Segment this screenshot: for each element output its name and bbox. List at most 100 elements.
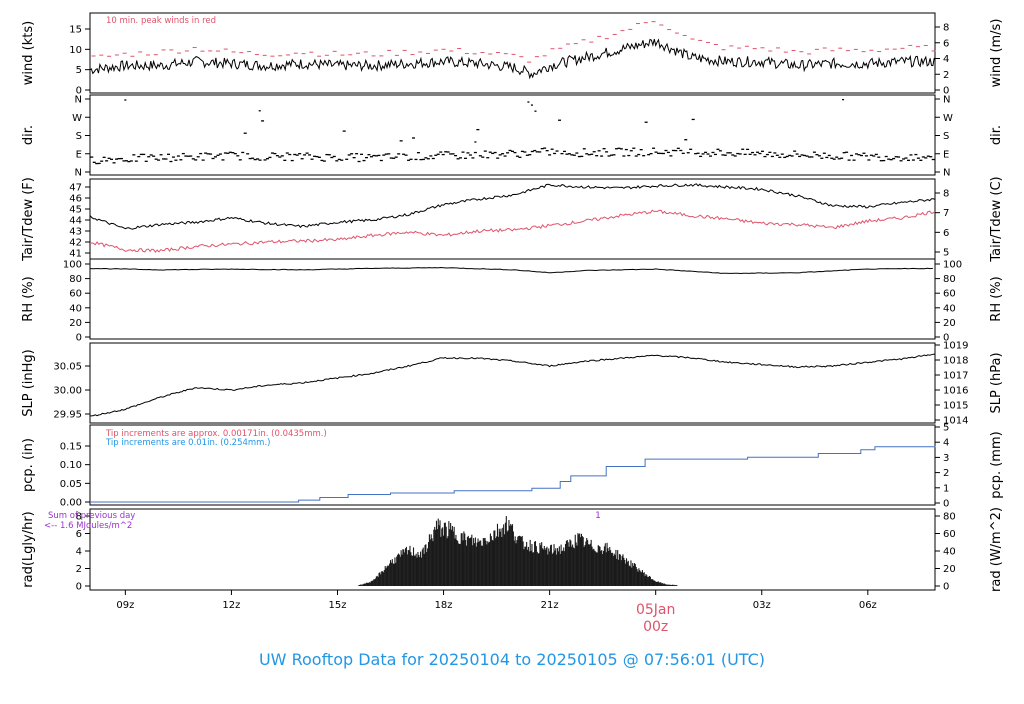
precip-annotation-blue: Tip increments are 0.01in. (0.254mm.) [105,438,270,448]
y-tick-label-right: 6 [943,228,949,239]
y-tick-label: S [76,131,82,142]
y-tick-label-right: 60 [943,289,956,300]
x-tick-label: 15z [328,600,346,611]
y-tick-label: 45 [69,205,82,216]
y-tick-label-right: W [943,113,953,124]
panel-frame [89,94,936,176]
y-tick-label: 0.05 [60,479,82,490]
precip-annotation-red: Tip increments are approx. 0.00171in. (0… [105,429,327,439]
y-tick-label-right: 80 [943,512,956,523]
y-tick-label-right: 4 [943,438,949,449]
y-tick-label-right: 80 [943,274,956,285]
y-tick-label-right: 40 [943,547,956,558]
date-marker-hour: 00z [643,619,668,635]
dewpoint-temperature-line [89,209,936,253]
y-tick-label-right: 7 [943,208,949,219]
footer-title: UW Rooftop Data for 20250104 to 20250105… [259,650,765,669]
y-tick-label-right: 3 [943,453,949,464]
y-tick-label: 0 [76,333,82,344]
panel-frame [89,342,936,424]
panel-frame [89,508,936,591]
x-tick-label: 09z [116,600,134,611]
y-tick-label: 2 [76,564,82,575]
y-axis-label-right: RH (%) [989,276,1004,321]
y-tick-label: 42 [69,238,82,249]
y-tick-label: 40 [69,303,82,314]
y-tick-label-right: 1014 [943,416,968,427]
y-tick-label-right: N [943,168,950,179]
radiation-annotation-value: <-- 1.6 MJoules/m^2 [44,521,132,531]
y-tick-label: 41 [69,249,82,260]
y-axis-label-right: rad (W/m^2) [989,507,1004,592]
y-tick-label-right: 2 [943,70,949,81]
y-axis-label: pcp. (in) [21,438,36,492]
y-tick-label: 60 [69,289,82,300]
x-tick-label: 21z [541,600,559,611]
y-tick-label: 0.10 [60,460,82,471]
x-tick-label: 12z [222,600,240,611]
y-tick-label: 0.00 [60,498,82,509]
y-tick-label-right: 20 [943,318,956,329]
y-tick-label-right: S [943,131,949,142]
y-tick-label: N [75,95,82,106]
radiation-annotation-marker: 1 [595,511,601,521]
y-tick-label-right: 100 [943,260,962,271]
y-tick-label-right: E [943,149,949,160]
y-tick-label-right: 1015 [943,401,968,412]
y-tick-label-right: 4 [943,54,949,65]
y-tick-label: 46 [69,194,82,205]
y-tick-label: 0 [76,582,82,593]
y-tick-label: 15 [69,25,82,36]
panel-frame [89,258,936,340]
y-tick-label: N [75,168,82,179]
y-tick-label-right: 2 [943,468,949,479]
y-axis-label-right: wind (m/s) [989,19,1004,88]
y-tick-label-right: 6 [943,38,949,49]
y-tick-label-right: 8 [943,189,949,200]
y-tick-label: W [72,113,82,124]
air-temperature-line [89,183,936,230]
y-tick-label: 30.05 [53,362,82,373]
y-tick-label: 43 [69,227,82,238]
y-axis-label: SLP (inHg) [21,349,36,417]
y-tick-label-right: 40 [943,303,956,314]
y-tick-label-right: 0 [943,333,949,344]
y-axis-label-right: pcp. (mm) [989,431,1004,498]
radiation-annotation-sum: Sum of previous day [48,511,135,521]
y-tick-label: 8 [76,512,82,523]
y-tick-label-right: 1016 [943,386,968,397]
y-tick-label: 80 [69,274,82,285]
y-tick-label-right: 5 [943,423,949,434]
rh-line [89,266,933,275]
y-tick-label: 0 [76,86,82,97]
y-axis-label-right: Tair/Tdew (C) [989,176,1004,262]
y-axis-label: wind (kts) [21,21,36,85]
wind-annotation: 10 min. peak winds in red [106,16,216,26]
y-tick-label: 4 [76,547,82,558]
y-axis-label: RH (%) [21,276,36,321]
wind-speed-line [89,38,935,80]
y-tick-label-right: 1019 [943,341,968,352]
x-tick-label: 06z [859,600,877,611]
y-tick-label: 5 [76,65,82,76]
y-tick-label: 30.00 [53,386,82,397]
y-tick-label: 10 [69,45,82,56]
y-tick-label-right: 1 [943,483,949,494]
date-marker-day: 05Jan [636,602,675,618]
y-tick-label: 6 [76,529,82,540]
y-tick-label: 44 [69,216,82,227]
y-tick-label-right: 5 [943,248,949,259]
y-tick-label: 29.95 [53,410,82,421]
y-tick-label-right: 20 [943,564,956,575]
slp-line [90,353,936,417]
y-tick-label-right: 0 [943,86,949,97]
y-tick-label: 47 [69,183,82,194]
y-axis-label: rad(Lgly/hr) [21,511,36,587]
y-tick-label: 20 [69,318,82,329]
y-tick-label: 100 [63,260,82,271]
x-tick-label: 18z [435,600,453,611]
y-tick-label: E [76,149,82,160]
